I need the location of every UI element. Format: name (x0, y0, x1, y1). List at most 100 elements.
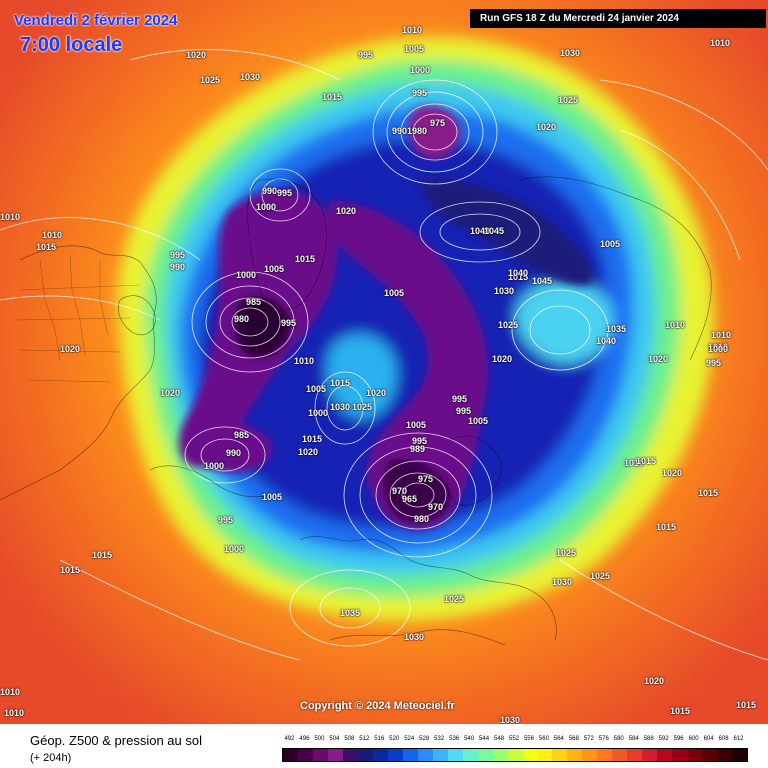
isobar-label: 1020 (298, 447, 319, 457)
isobar-label: 1020 (336, 206, 357, 216)
isobar-label: 1020 (492, 354, 513, 364)
legend-swatch (283, 749, 298, 761)
isobar-label: 995 (218, 515, 234, 525)
legend-swatch (597, 749, 613, 761)
geopotential-field (117, 36, 714, 621)
isobar-label: 1005 (306, 384, 327, 394)
isobar-label: 1005 (264, 264, 285, 274)
isobar-label: 1020 (60, 344, 81, 354)
legend-label: 548 (494, 736, 505, 742)
legend-swatch (312, 749, 328, 761)
legend-swatch (582, 749, 598, 761)
legend-swatch (627, 749, 643, 761)
isobar-label: 1015 (656, 522, 677, 532)
legend-label: 600 (688, 736, 699, 742)
isobar-label: 1005 (384, 288, 405, 298)
coastline-scandinavia (447, 435, 502, 506)
isobar-label: 995 (358, 50, 374, 60)
isobar-label: 975 (418, 474, 434, 484)
isobar-label: 1005 (404, 44, 425, 54)
z500-purple-trough-central (328, 200, 489, 531)
z500-purple-pocket-north (408, 105, 461, 159)
isobar-label: 1025 (352, 402, 373, 412)
forecast-local-time: 7:00 locale (20, 34, 123, 56)
isobar-label: 1015 (322, 92, 343, 102)
isobar-label: 1020 (366, 388, 387, 398)
us-state-borders (14, 254, 141, 383)
legend-label: 576 (598, 736, 609, 742)
legend-swatch (732, 749, 748, 761)
isobar-label: 1010 (0, 687, 21, 697)
isobar-label: 1045 (484, 226, 505, 236)
coastline-hudson-bay (118, 295, 156, 336)
coastlines (0, 176, 712, 646)
coastline-north-america (0, 245, 157, 501)
isobar-label: 1010 (4, 708, 25, 718)
legend-swatch (702, 749, 718, 761)
isobar-label: 1040 (508, 268, 529, 278)
legend-label: 608 (718, 736, 729, 742)
isobar-label: 1010 (294, 356, 315, 366)
isobar-label: 995 (277, 188, 293, 198)
isobar-label: 1010 (42, 230, 63, 240)
isobar-label: 1045 (532, 276, 553, 286)
legend-scale-labels: 492 496 500 504 508 512 516 520 524 528 532 536 540 5… (282, 736, 746, 746)
coastline-asia-north (519, 176, 712, 361)
isobar-label: 1000 (308, 408, 329, 418)
coastline-greenland (247, 178, 327, 310)
isobar-label: 975 (430, 118, 446, 128)
isobar-label: 1030 (404, 632, 425, 642)
isobar-label: 1025 (498, 320, 519, 330)
legend-label: 496 (299, 736, 310, 742)
isobar-label: 995 (456, 406, 472, 416)
isobar-label: 1020 (536, 122, 557, 132)
isobar-label: 970 (392, 486, 408, 496)
legend-swatch (432, 749, 448, 761)
isobar-label: 995 (706, 358, 722, 368)
isobar-label: 1010 (711, 330, 732, 340)
isobar-label: 995 (412, 88, 428, 98)
isobar-label: 1010 (710, 38, 731, 48)
isobar-label: 1025 (200, 75, 221, 85)
isobar-label: 1000 (708, 344, 729, 354)
legend-label: 552 (508, 736, 519, 742)
isobar-label: 965 (402, 494, 418, 504)
legend-swatch (672, 749, 688, 761)
legend-label: 536 (449, 736, 460, 742)
isobar-label: 1030 (330, 402, 351, 412)
isobar-label: 990 (226, 448, 242, 458)
isobar-label: 1020 (160, 388, 181, 398)
legend-swatch (507, 749, 523, 761)
isobar-label: 1010 (0, 212, 21, 222)
copyright-notice: Copyright © 2024 Meteociel.fr (300, 700, 455, 712)
footer-panel: Géop. Z500 & pression au sol (+ 204h) 49… (0, 724, 768, 768)
isobar-label: 1020 (186, 50, 207, 60)
isobar-label: 989 (410, 444, 426, 454)
isobar-label: 1025 (590, 571, 611, 581)
legend-swatch (417, 749, 433, 761)
legend-swatch (687, 749, 703, 761)
isobar-label: 1015 (670, 706, 691, 716)
legend-label: 612 (733, 736, 744, 742)
isobar-label: 985 (246, 297, 262, 307)
color-legend (282, 748, 748, 762)
legend-swatch (522, 749, 538, 761)
isobar-label: 1030 (494, 286, 515, 296)
isobar-label: 985 (234, 430, 250, 440)
legend-swatch (552, 749, 568, 761)
legend-label: 572 (583, 736, 594, 742)
coastline-mediterranean (329, 629, 506, 646)
legend-label: 492 (284, 736, 295, 742)
isobar-label: 970 (428, 502, 444, 512)
legend-label: 516 (374, 736, 385, 742)
isobar-label: 1020 (648, 354, 669, 364)
isobar-label: 1035 (606, 324, 627, 334)
isobar-label: 1025 (444, 594, 465, 604)
isobar-label: 1020 (662, 468, 683, 478)
isobar-label: 1010 (624, 458, 645, 468)
coastline-alaska (149, 465, 271, 498)
isobar-label: 1015 (330, 378, 351, 388)
map-canvas (0, 0, 768, 724)
isobar-label: 1005 (468, 416, 489, 426)
